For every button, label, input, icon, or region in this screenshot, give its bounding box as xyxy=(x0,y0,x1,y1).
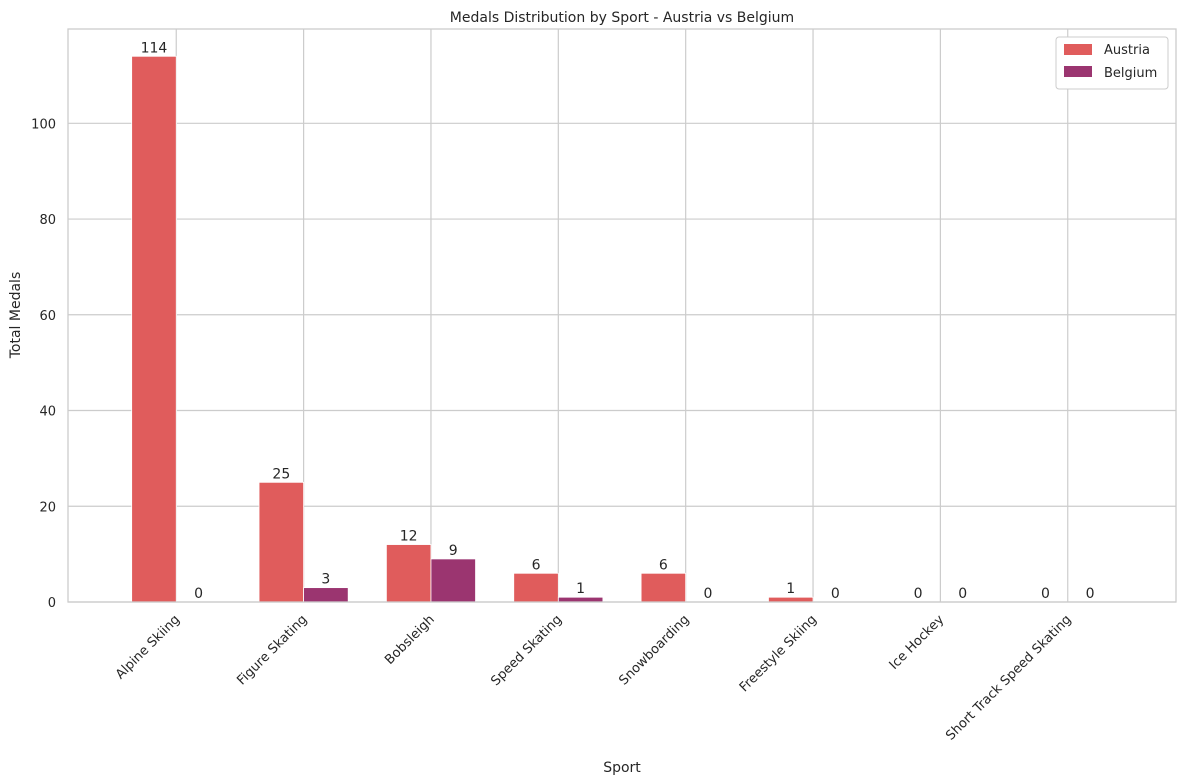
bar-austria-bobsleigh xyxy=(385,544,432,603)
legend-swatch-austria xyxy=(1064,44,1092,55)
data-label-austria-ice-hockey: 0 xyxy=(914,586,923,602)
data-label-belgium-snowboarding: 0 xyxy=(704,586,713,602)
data-label-austria-freestyle-skiing: 1 xyxy=(786,581,795,597)
x-gridlines xyxy=(175,29,1069,602)
y-tick-label: 80 xyxy=(39,213,56,228)
legend: Austria Belgium xyxy=(1055,36,1169,90)
data-label-austria-short-track-speed-skating: 0 xyxy=(1041,586,1050,602)
data-label-belgium-ice-hockey: 0 xyxy=(958,586,967,602)
x-axis-label: Sport xyxy=(603,760,641,776)
data-label-belgium-short-track-speed-skating: 0 xyxy=(1086,586,1095,602)
legend-swatch-belgium xyxy=(1064,66,1092,77)
bar-belgium-figure-skating xyxy=(303,587,349,603)
y-tick-label: 0 xyxy=(48,596,56,611)
bar-austria-figure-skating xyxy=(258,481,305,603)
legend-label-belgium: Belgium xyxy=(1104,66,1157,81)
data-label-belgium-alpine-skiing: 0 xyxy=(194,586,203,602)
bar-austria-speed-skating xyxy=(513,572,559,603)
legend-label-austria: Austria xyxy=(1104,43,1150,58)
data-label-belgium-freestyle-skiing: 0 xyxy=(831,586,840,602)
bar-austria-snowboarding xyxy=(640,572,687,603)
data-label-austria-bobsleigh: 12 xyxy=(400,529,418,545)
y-tick-label: 20 xyxy=(39,500,56,515)
y-tick-label: 40 xyxy=(39,405,56,420)
plot-frame xyxy=(67,28,1177,603)
bar-austria-freestyle-skiing xyxy=(768,596,814,603)
bar-belgium-bobsleigh xyxy=(430,558,476,603)
data-label-austria-snowboarding: 6 xyxy=(659,557,668,573)
y-axis-label: Total Medals xyxy=(8,272,24,360)
data-label-belgium-figure-skating: 3 xyxy=(321,572,330,588)
y-tick-label: 100 xyxy=(31,117,56,132)
y-tick-label: 60 xyxy=(39,309,56,324)
chart-title: Medals Distribution by Sport - Austria v… xyxy=(450,10,794,26)
data-labels: 114 25 12 6 6 1 0 0 0 3 9 1 0 0 0 0 xyxy=(141,40,1095,602)
data-label-austria-figure-skating: 25 xyxy=(272,466,290,482)
bar-austria-alpine-skiing xyxy=(131,55,177,603)
bar-belgium-speed-skating xyxy=(557,596,604,603)
bars xyxy=(131,55,814,603)
data-label-belgium-speed-skating: 1 xyxy=(576,581,585,597)
data-label-austria-alpine-skiing: 114 xyxy=(141,40,168,56)
y-tick-labels: 0 20 40 60 80 100 xyxy=(31,117,56,611)
data-label-austria-speed-skating: 6 xyxy=(532,557,541,573)
data-label-belgium-bobsleigh: 9 xyxy=(449,543,458,559)
